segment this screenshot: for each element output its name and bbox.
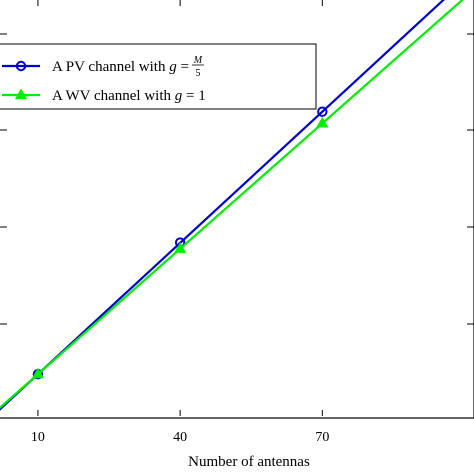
series-wv-channel [0, 0, 464, 410]
data-point [317, 106, 328, 117]
legend-label-prefix: A PV channel with [52, 59, 169, 75]
legend-label-eq: = 1 [182, 88, 205, 104]
legend-frac-denominator: 5 [195, 68, 200, 79]
legend: A PV channel with g = M 5 A WV channel wit… [0, 43, 317, 110]
legend-label: A PV channel with g = [52, 59, 189, 75]
legend-frac-numerator: M [193, 55, 203, 66]
legend-box [0, 43, 317, 110]
legend-swatch-marker [15, 60, 27, 72]
legend-label: A WV channel with g = 1 [52, 88, 206, 104]
x-tick-label: 10 [31, 430, 45, 445]
axes-frame [0, 0, 474, 419]
legend-swatch-marker [14, 88, 28, 100]
series-layer [0, 0, 464, 411]
x-axis-title: Number of antennas [188, 454, 310, 470]
y-axis-ticks [0, 33, 474, 325]
plot-area-border [0, 0, 474, 419]
legend-label-var: g [169, 59, 177, 75]
data-point [174, 242, 187, 253]
x-tick-label: 40 [173, 430, 187, 445]
legend-label-prefix: A WV channel with [52, 88, 175, 104]
legend-item: A WV channel with g = 1 [2, 88, 206, 104]
data-point [31, 367, 45, 379]
x-tick-label: 70 [315, 430, 329, 445]
legend-label-eq: = [177, 59, 189, 75]
series-line [0, 0, 464, 410]
legend-item: A PV channel with g = M 5 [2, 55, 204, 79]
x-axis-ticks: 10 40 70 [31, 0, 329, 445]
data-point [316, 116, 329, 128]
legend-label-var: g [175, 88, 183, 104]
